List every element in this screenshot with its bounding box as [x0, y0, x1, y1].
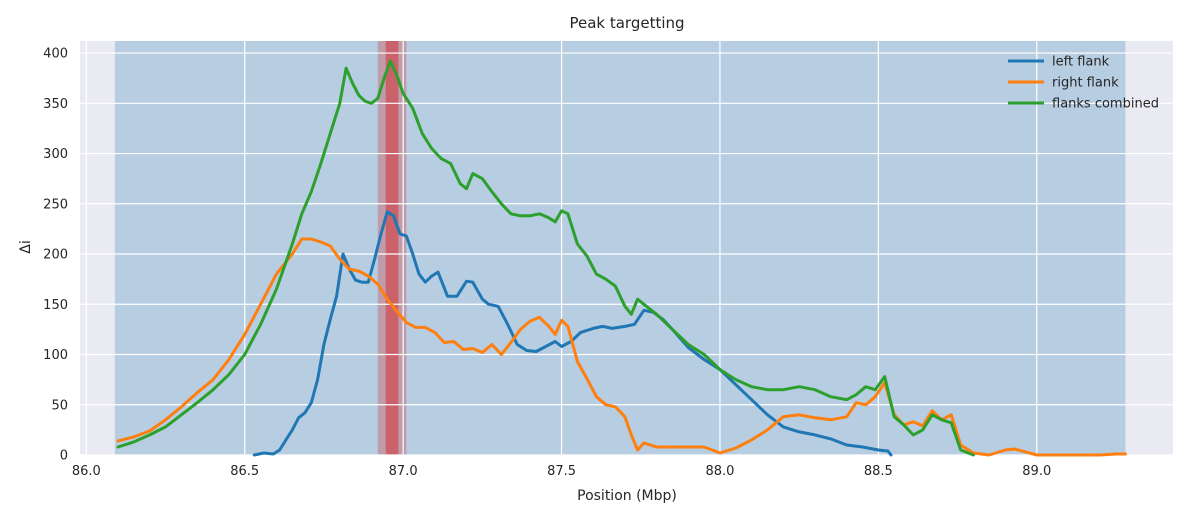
y-tick-label: 100: [43, 348, 68, 363]
y-tick-label: 300: [43, 147, 68, 162]
y-tick-label: 0: [60, 449, 68, 464]
chart-title: Peak targetting: [569, 14, 684, 32]
y-tick-label: 350: [43, 97, 68, 112]
shaded-regions: [114, 41, 1126, 455]
series-line-left-flank: [252, 210, 893, 457]
legend-label: flanks combined: [1052, 97, 1159, 112]
x-tick-label: 86.5: [230, 464, 259, 479]
series-lines: [116, 59, 1127, 457]
shaded-region-0: [114, 41, 1126, 455]
y-axis-label: Δi: [18, 240, 34, 253]
x-tick-label: 89.0: [1022, 464, 1051, 479]
y-tick-label: 250: [43, 197, 68, 212]
x-axis-label: Position (Mbp): [577, 488, 677, 504]
series-line-right-flank: [116, 237, 1127, 457]
x-tick-label: 87.5: [547, 464, 576, 479]
legend-label: left flank: [1052, 55, 1110, 70]
y-tick-label: 400: [43, 47, 68, 62]
y-axis-label-text: Δi: [18, 240, 34, 253]
legend-label: right flank: [1052, 76, 1119, 91]
series-line-flanks-combined: [116, 59, 975, 457]
y-tick-label: 50: [51, 398, 68, 413]
x-tick-label: 87.0: [389, 464, 418, 479]
y-axis-ticks: 0 50 100 150 200 250 300 350 400: [43, 47, 68, 464]
y-tick-label: 150: [43, 298, 68, 313]
legend: left flank right flank flanks combined: [1008, 55, 1159, 112]
plot-area-background: [80, 41, 1173, 455]
shaded-region-2: [385, 41, 399, 455]
y-tick-label: 200: [43, 248, 68, 263]
x-axis-ticks: 86.0 86.5 87.0 87.5 88.0 88.5 89.0: [72, 464, 1051, 479]
x-tick-label: 88.5: [864, 464, 893, 479]
x-tick-label: 86.0: [72, 464, 101, 479]
x-tick-label: 88.0: [705, 464, 734, 479]
